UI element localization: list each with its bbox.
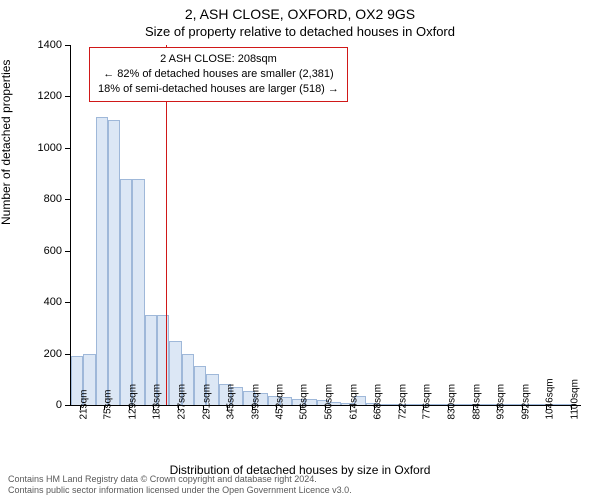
y-tick-label: 1200 <box>22 90 62 102</box>
y-tick-label: 0 <box>22 399 62 411</box>
chart-title: 2, ASH CLOSE, OXFORD, OX2 9GS <box>0 6 600 22</box>
y-tick-label: 200 <box>22 348 62 360</box>
footer-line2: Contains public sector information licen… <box>8 485 352 496</box>
callout-line3: 18% of semi-detached houses are larger (… <box>98 82 339 97</box>
histogram-bar <box>132 179 144 405</box>
footer-attribution: Contains HM Land Registry data © Crown c… <box>8 474 352 497</box>
y-tick-label: 1000 <box>22 142 62 154</box>
histogram-bar <box>120 179 132 405</box>
plot-area: 2 ASH CLOSE: 208sqm ← 82% of detached ho… <box>70 45 581 406</box>
footer-line1: Contains HM Land Registry data © Crown c… <box>8 474 352 485</box>
callout-box: 2 ASH CLOSE: 208sqm ← 82% of detached ho… <box>89 47 348 102</box>
histogram-bar <box>96 117 108 405</box>
chart-root: 2, ASH CLOSE, OXFORD, OX2 9GS Size of pr… <box>0 0 600 500</box>
y-tick-label: 600 <box>22 245 62 257</box>
y-axis-label: Number of detached properties <box>0 60 13 225</box>
y-tick-label: 400 <box>22 296 62 308</box>
callout-line2: ← 82% of detached houses are smaller (2,… <box>98 67 339 82</box>
y-tick-label: 1400 <box>22 39 62 51</box>
callout-line1: 2 ASH CLOSE: 208sqm <box>98 52 339 67</box>
chart-subtitle: Size of property relative to detached ho… <box>0 24 600 39</box>
histogram-bar <box>108 120 120 405</box>
y-tick-label: 800 <box>22 193 62 205</box>
